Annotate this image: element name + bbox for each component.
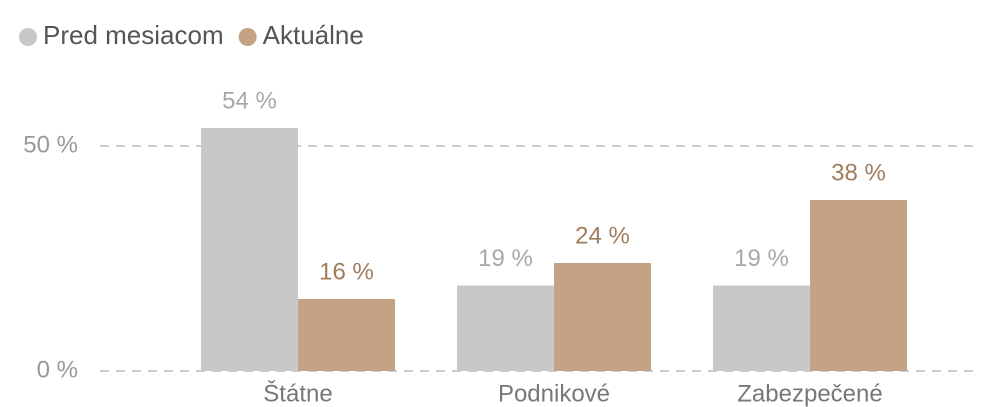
x-tick-label: Podnikové [498,380,610,407]
data-label: 54 % [222,87,277,114]
data-label: 16 % [319,258,374,285]
bar [298,299,395,371]
bar [457,285,554,371]
bar [713,285,810,371]
legend-swatch [238,28,257,46]
data-label: 24 % [575,222,630,249]
data-label: 19 % [734,245,789,272]
y-tick-label: 50 % [23,131,78,158]
y-tick-label: 0 % [37,356,78,383]
x-tick-label: Zabezpečené [737,380,882,407]
bar [810,200,907,371]
bar [201,128,298,371]
data-label: 38 % [831,159,886,186]
legend-label: Aktuálne [263,20,364,50]
data-label: 19 % [478,245,533,272]
bar [554,263,651,371]
x-tick-label: Štátne [263,379,332,407]
legend-swatch [19,28,37,46]
legend-label: Pred mesiacom [43,20,224,50]
